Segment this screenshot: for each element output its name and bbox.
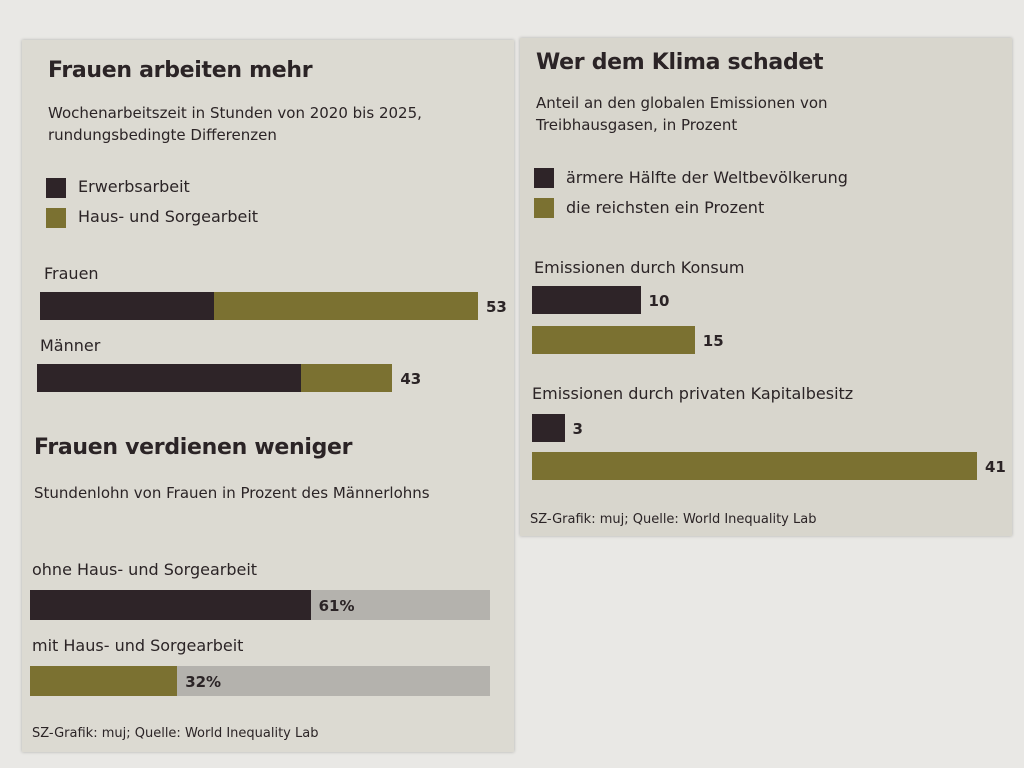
bar-frauen-erwerbsarbeit bbox=[40, 292, 214, 320]
legend-swatch-reichste bbox=[534, 198, 554, 218]
value-label-ohne: 61% bbox=[318, 597, 355, 615]
bar-konsum-aermere bbox=[532, 286, 641, 314]
category-label-konsum: Emissionen durch Konsum bbox=[534, 258, 745, 277]
legend-label-aermere: ärmere Hälfte der Weltbevölkerung bbox=[566, 168, 848, 187]
bar-frauen-haus bbox=[213, 292, 478, 320]
chart3-source: SZ-Grafik: muj; Quelle: World Inequality… bbox=[530, 512, 817, 527]
category-label-maenner: Männer bbox=[40, 336, 101, 355]
chart2-source: SZ-Grafik: muj; Quelle: World Inequality… bbox=[32, 726, 319, 741]
chart3-title: Wer dem Klima schadet bbox=[536, 50, 824, 75]
right-clipping: Wer dem Klima schadet Anteil an den glob… bbox=[520, 38, 1012, 536]
category-label-kapital: Emissionen durch privaten Kapitalbesitz bbox=[532, 384, 854, 403]
category-label-frauen: Frauen bbox=[44, 264, 99, 283]
bar-maenner-haus bbox=[301, 364, 393, 392]
legend-label-erwerbsarbeit: Erwerbsarbeit bbox=[78, 177, 190, 196]
legend-label-reichste: die reichsten ein Prozent bbox=[566, 198, 765, 217]
bar-kapital-reichste bbox=[532, 452, 977, 480]
legend-swatch-aermere bbox=[534, 168, 554, 188]
total-label-maenner: 43 bbox=[400, 370, 422, 388]
value-label-konsum-reichste: 15 bbox=[702, 332, 724, 350]
chart2-title: Frauen verdienen weniger bbox=[34, 435, 353, 460]
bar-kapital-aermere bbox=[532, 414, 565, 442]
chart2-subtitle: Stundenlohn von Frauen in Prozent des Mä… bbox=[34, 484, 430, 502]
bar-ohne bbox=[30, 590, 311, 620]
legend-swatch-erwerbsarbeit bbox=[46, 178, 66, 198]
legend-label-haus: Haus- und Sorgearbeit bbox=[78, 207, 259, 226]
total-label-frauen: 53 bbox=[486, 298, 507, 316]
legend-swatch-haus bbox=[46, 208, 66, 228]
value-label-kapital-aermere: 3 bbox=[572, 420, 583, 438]
chart1-title: Frauen arbeiten mehr bbox=[48, 58, 313, 83]
chart1-subtitle: Wochenarbeitszeit in Stunden von 2020 bi… bbox=[48, 104, 422, 144]
chart3-subtitle: Anteil an den globalen Emissionen von Tr… bbox=[536, 94, 828, 134]
value-label-kapital-reichste: 41 bbox=[985, 458, 1006, 476]
bar-mit bbox=[30, 666, 178, 696]
value-label-mit: 32% bbox=[185, 673, 222, 691]
category-label-ohne: ohne Haus- und Sorgearbeit bbox=[32, 560, 258, 579]
bar-maenner-erwerbsarbeit bbox=[37, 364, 302, 392]
value-label-konsum-aermere: 10 bbox=[648, 292, 670, 310]
category-label-mit: mit Haus- und Sorgearbeit bbox=[32, 636, 244, 655]
bar-konsum-reichste bbox=[532, 326, 695, 354]
left-clipping: Frauen arbeiten mehr Wochenarbeitszeit i… bbox=[22, 40, 514, 752]
